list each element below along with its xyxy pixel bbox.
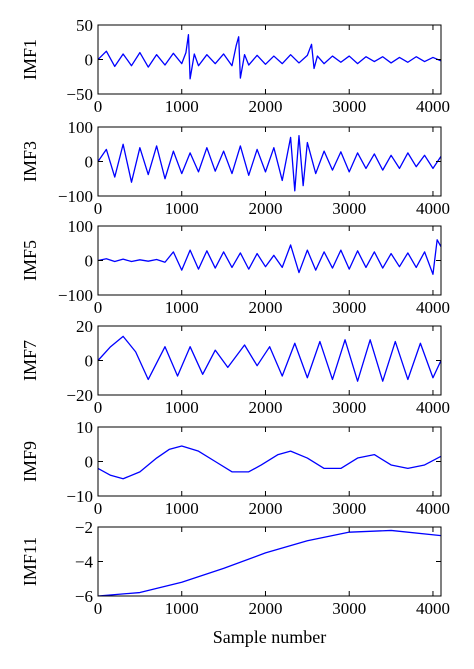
- x-tick-label: 2000: [248, 398, 282, 417]
- y-axis-label: IMF5: [20, 240, 40, 281]
- x-tick-label: 4000: [416, 398, 450, 417]
- x-tick-label: 3000: [332, 298, 366, 317]
- x-tick-label: 0: [94, 398, 103, 417]
- series-line-imf9: [98, 445, 441, 480]
- x-tick-label: 4000: [416, 199, 450, 218]
- x-axis-label: Sample number: [213, 627, 326, 647]
- x-tick-label: 1000: [165, 398, 199, 417]
- y-tick-label: 0: [85, 252, 94, 271]
- x-tick-label: 0: [94, 599, 103, 618]
- series-line-imf7: [98, 335, 441, 382]
- x-tick-label: 0: [94, 298, 103, 317]
- y-tick-label: 0: [85, 51, 94, 70]
- x-tick-label: 1000: [165, 298, 199, 317]
- x-tick-label: 2000: [248, 298, 282, 317]
- axes-frame: [97, 426, 442, 497]
- y-axis-label: IMF7: [20, 340, 40, 381]
- x-tick-label: 1000: [165, 97, 199, 116]
- y-tick-label: 0: [85, 453, 94, 472]
- y-tick-label: −10: [66, 487, 93, 506]
- series-line-imf1: [98, 34, 441, 80]
- y-tick-label: 100: [68, 118, 94, 137]
- x-tick-label: 4000: [416, 97, 450, 116]
- x-tick-label: 3000: [332, 97, 366, 116]
- y-axis-label: IMF9: [20, 441, 40, 482]
- y-axis-label: IMF3: [20, 141, 40, 182]
- y-tick-label: −100: [58, 187, 93, 206]
- y-tick-label: −6: [75, 587, 93, 606]
- y-tick-label: 20: [76, 317, 93, 336]
- y-axis-label: IMF11: [20, 537, 40, 586]
- x-tick-label: 2000: [248, 199, 282, 218]
- y-tick-label: −2: [75, 518, 93, 537]
- y-axis-label: IMF1: [20, 39, 40, 80]
- x-tick-label: 1000: [165, 199, 199, 218]
- y-tick-label: 0: [85, 352, 94, 371]
- x-tick-label: 3000: [332, 599, 366, 618]
- series-line-imf3: [98, 134, 441, 192]
- x-tick-label: 4000: [416, 599, 450, 618]
- x-tick-label: 4000: [416, 298, 450, 317]
- axes-frame: [97, 526, 442, 597]
- series-line-imf11: [98, 529, 441, 596]
- x-tick-label: 2000: [248, 97, 282, 116]
- y-tick-label: −100: [58, 286, 93, 305]
- y-tick-label: −4: [75, 553, 94, 572]
- y-tick-label: 10: [76, 418, 93, 437]
- series-line-imf5: [98, 239, 441, 275]
- x-tick-label: 0: [94, 499, 103, 518]
- x-tick-label: 1000: [165, 599, 199, 618]
- x-tick-label: 3000: [332, 199, 366, 218]
- y-tick-label: 0: [85, 153, 94, 172]
- x-tick-label: 2000: [248, 599, 282, 618]
- x-tick-label: 0: [94, 97, 103, 116]
- x-tick-label: 1000: [165, 499, 199, 518]
- x-tick-label: 2000: [248, 499, 282, 518]
- panel-imf11: 0 1000 2000 3000 4000 −2 −4 −6 IMF11 Sample numbe…: [20, 518, 450, 647]
- y-tick-label: −50: [66, 85, 93, 104]
- y-tick-label: 50: [76, 16, 93, 35]
- x-tick-label: 4000: [416, 499, 450, 518]
- y-tick-label: 100: [68, 217, 94, 236]
- y-tick-label: −20: [66, 386, 93, 405]
- x-tick-label: 3000: [332, 398, 366, 417]
- x-tick-label: 3000: [332, 499, 366, 518]
- x-tick-label: 0: [94, 199, 103, 218]
